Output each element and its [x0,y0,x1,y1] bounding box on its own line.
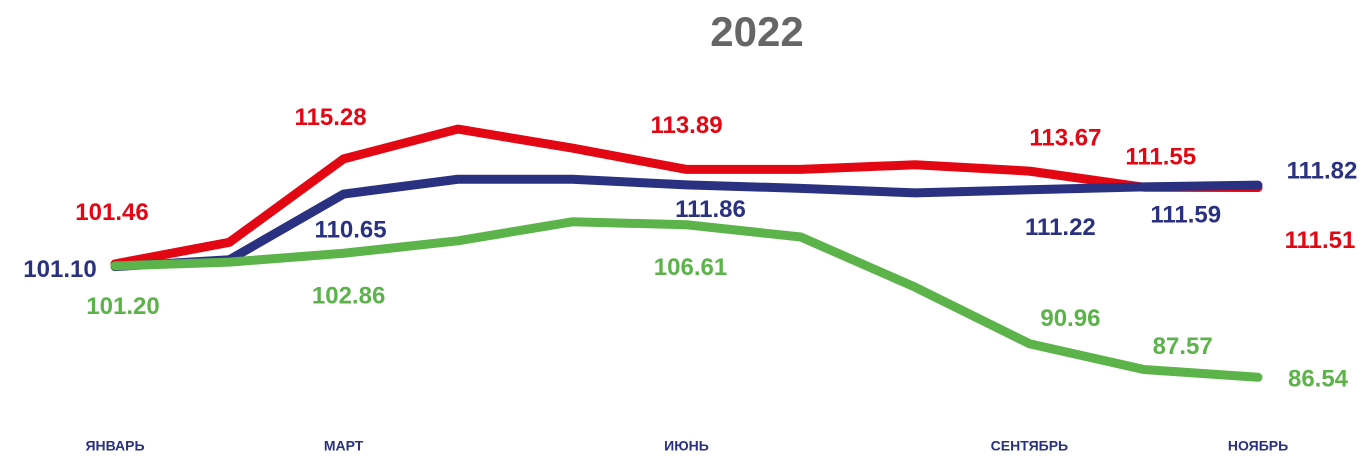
data-label: 111.55 [1125,144,1196,171]
data-label: 111.86 [675,196,746,223]
data-label: 111.22 [1025,214,1096,241]
x-tick-label: СЕНТЯБРЬ [991,438,1068,454]
data-label: 101.20 [86,293,159,320]
x-tick-label: ЯНВАРЬ [85,438,144,454]
data-label: 113.89 [650,112,722,139]
x-tick-label: НОЯБРЬ [1228,438,1288,454]
data-label: 102.86 [312,283,385,310]
data-label: 111.59 [1150,201,1221,228]
chart-title: 2022 [710,8,803,55]
data-label: 111.82 [1287,158,1358,185]
data-label: 106.61 [654,254,727,281]
data-label: 101.10 [23,256,96,283]
data-label: 111.51 [1285,227,1356,254]
x-tick-label: МАРТ [324,438,364,454]
series-line [110,174,1263,272]
x-tick-label: ИЮНЬ [664,438,709,454]
data-label: 113.67 [1029,124,1101,151]
series-line [110,124,1263,269]
data-label: 115.28 [295,104,367,131]
series-line [110,217,1263,382]
data-label: 101.46 [75,199,148,226]
data-label: 90.96 [1040,305,1100,332]
data-label: 86.54 [1288,366,1349,393]
data-label: 110.65 [315,216,387,243]
data-label: 87.57 [1153,333,1213,360]
